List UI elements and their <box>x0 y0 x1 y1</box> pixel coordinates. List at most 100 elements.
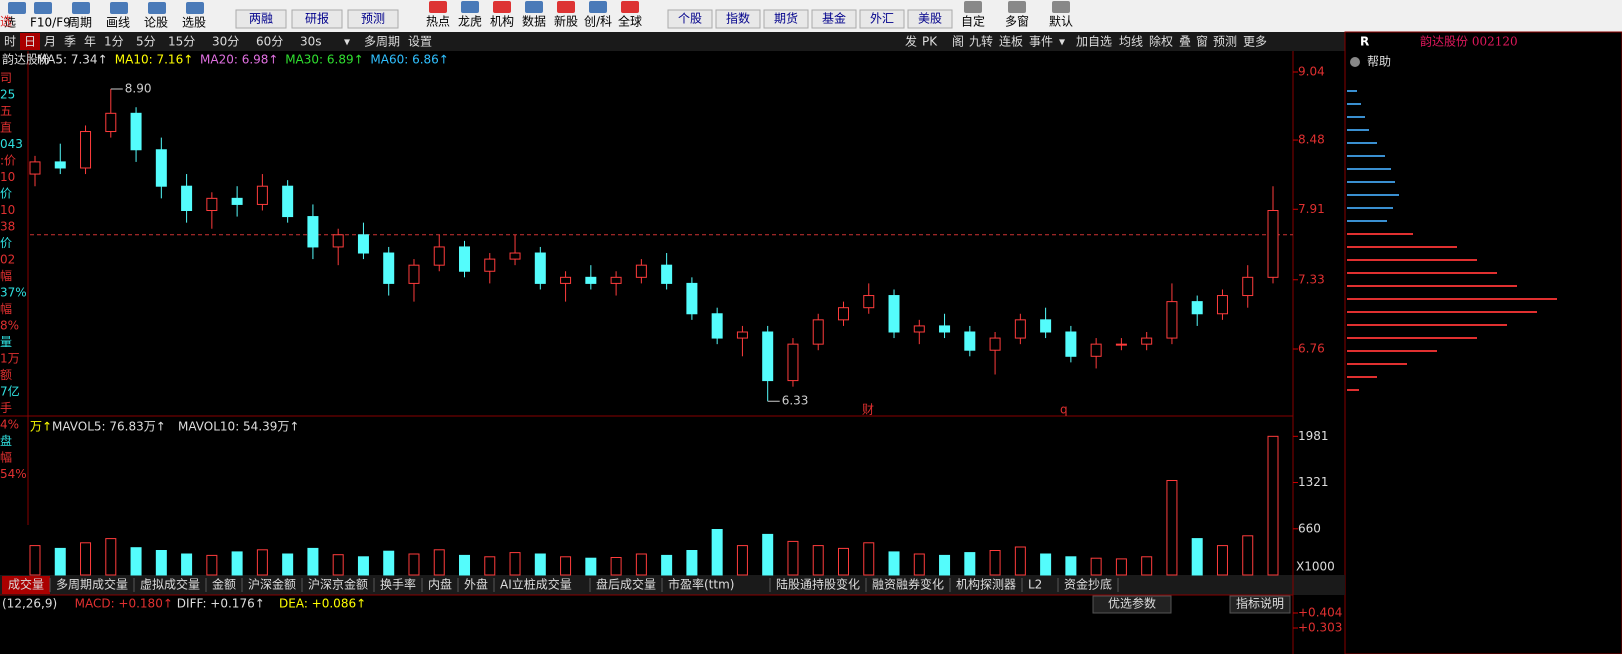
button-label[interactable]: 优选参数 <box>1108 596 1156 611</box>
macd-legend: MACD: +0.180↑ <box>75 597 173 611</box>
toolbar-button[interactable]: 画线 <box>106 16 130 30</box>
period-button[interactable]: 均线 <box>1119 35 1143 49</box>
period-button[interactable]: 设置 <box>408 35 432 49</box>
period-button[interactable]: 加自选 <box>1076 35 1112 49</box>
toolbar-button[interactable]: 周期 <box>68 16 92 30</box>
profile-bar <box>1347 285 1517 287</box>
period-button[interactable]: 九转 <box>969 34 993 49</box>
button-label[interactable]: 预测 <box>361 12 385 26</box>
period-button[interactable]: 30s <box>300 35 322 49</box>
button[interactable] <box>859 9 905 29</box>
period-button[interactable]: 阁 <box>952 35 964 49</box>
indicator-tab[interactable]: 资金抄底 <box>1064 577 1112 592</box>
period-button[interactable]: 叠 <box>1179 35 1191 49</box>
indicator-tab[interactable]: 多周期成交量 <box>56 577 128 592</box>
toolbar-button[interactable]: 默认 <box>1049 14 1073 29</box>
indicator-tab[interactable]: 机构探测器 <box>956 577 1016 592</box>
button-label[interactable]: 外汇 <box>870 12 894 26</box>
indicator-tab[interactable]: 内盘 <box>428 577 452 592</box>
button-label[interactable]: 个股 <box>678 12 702 26</box>
candle-body <box>812 319 824 345</box>
button[interactable] <box>235 9 287 29</box>
toolbar-button[interactable]: 新股 <box>554 14 578 29</box>
button-label[interactable]: 期货 <box>774 11 798 26</box>
profile-bar <box>1347 207 1393 209</box>
period-button[interactable]: 60分 <box>256 35 283 49</box>
toolbar-button[interactable]: 数据 <box>522 14 546 29</box>
indicator-tab[interactable]: 虚拟成交量 <box>140 577 200 592</box>
indicator-tab[interactable]: 市盈率(ttm) <box>668 577 734 592</box>
indicator-tab[interactable]: 融资融券变化 <box>872 577 944 592</box>
period-button[interactable]: 发 <box>905 34 917 49</box>
indicator-tab[interactable]: 外盘 <box>464 577 488 592</box>
toolbar-button[interactable]: 选股 <box>182 16 206 30</box>
button-label[interactable]: 美股 <box>918 12 942 26</box>
button-label[interactable]: 指标说明 <box>1236 596 1284 611</box>
indicator-tab[interactable]: 盘后成交量 <box>596 577 656 592</box>
indicator-tab[interactable]: 沪深金额 <box>248 577 296 592</box>
candle-body <box>560 276 572 284</box>
period-button[interactable]: ▾ <box>1059 35 1065 49</box>
button-label[interactable]: 指数 <box>726 11 750 26</box>
indicator-tab[interactable]: 成交量 <box>8 577 44 592</box>
period-button[interactable]: 预测 <box>1213 35 1237 49</box>
period-button[interactable]: 更多 <box>1243 35 1267 49</box>
vol-legend: MAVOL5: 76.83万↑ <box>52 420 166 434</box>
icon <box>110 2 128 14</box>
volume-bar <box>80 542 92 576</box>
indicator-tab[interactable]: 沪深京金额 <box>308 577 368 592</box>
toolbar-button[interactable]: 龙虎 <box>458 15 482 29</box>
toolbar-button[interactable]: 热点 <box>426 15 450 29</box>
button[interactable] <box>907 9 953 29</box>
period-button[interactable]: 1分 <box>104 35 124 49</box>
volume-bar <box>509 552 521 576</box>
button[interactable] <box>667 9 713 29</box>
help[interactable]: 帮助 <box>1367 55 1391 69</box>
toolbar-button[interactable]: F10/F9 <box>30 16 71 30</box>
candle-body <box>863 295 875 309</box>
period-button[interactable]: 除权 <box>1149 34 1173 49</box>
button-label[interactable]: 两融 <box>249 12 273 26</box>
candle-body <box>534 252 546 284</box>
period-button[interactable]: 30分 <box>212 35 239 49</box>
toolbar-button[interactable]: 创/科 <box>584 15 612 29</box>
button[interactable] <box>1229 595 1291 614</box>
button[interactable] <box>811 9 857 29</box>
toolbar-button[interactable]: 全球 <box>618 14 642 29</box>
toolbar-button[interactable]: 自定 <box>961 14 985 29</box>
toolbar-button[interactable]: 机构 <box>490 14 514 29</box>
period-button[interactable]: 连板 <box>999 34 1023 49</box>
period-button[interactable]: 时 <box>4 35 16 49</box>
side-label: 盘 <box>0 433 12 448</box>
button[interactable] <box>763 9 809 29</box>
annotation: 8.90 <box>125 82 152 96</box>
period-button[interactable]: 事件 <box>1029 35 1053 49</box>
indicator-tab[interactable]: 陆股通持股变化 <box>776 577 860 592</box>
indicator-tab[interactable]: L2 <box>1028 578 1042 592</box>
period-button[interactable]: 年 <box>84 35 96 49</box>
button[interactable] <box>1092 595 1172 614</box>
toolbar-button[interactable]: 论股 <box>144 16 168 30</box>
indicator-tab[interactable]: 金额 <box>212 577 236 592</box>
indicator-tab[interactable]: 换手率 <box>380 577 416 592</box>
indicator-tab[interactable]: AI立桩成交量 <box>500 577 572 592</box>
period-button[interactable]: 多周期 <box>364 35 400 49</box>
button-label[interactable]: 基金 <box>822 11 846 26</box>
side-label: 幅 <box>0 450 12 465</box>
period-button[interactable]: 窗 <box>1196 35 1208 49</box>
button[interactable] <box>291 9 343 29</box>
toolbar-button[interactable]: 选 <box>4 16 16 30</box>
button[interactable] <box>715 9 761 29</box>
button[interactable] <box>347 9 399 29</box>
period-button[interactable]: 日 <box>24 35 36 49</box>
period-button[interactable]: ▾ <box>344 35 350 49</box>
period-button[interactable]: 5分 <box>136 35 156 49</box>
period-button[interactable]: PK <box>922 35 938 49</box>
period-button[interactable]: 季 <box>64 35 76 49</box>
period-button[interactable]: 月 <box>44 35 56 49</box>
side-label: 043 <box>0 137 23 151</box>
profile-bar <box>1347 350 1437 352</box>
period-button[interactable]: 15分 <box>168 35 195 49</box>
toolbar-button[interactable]: 多窗 <box>1005 15 1029 29</box>
button-label[interactable]: 研报 <box>305 11 329 26</box>
